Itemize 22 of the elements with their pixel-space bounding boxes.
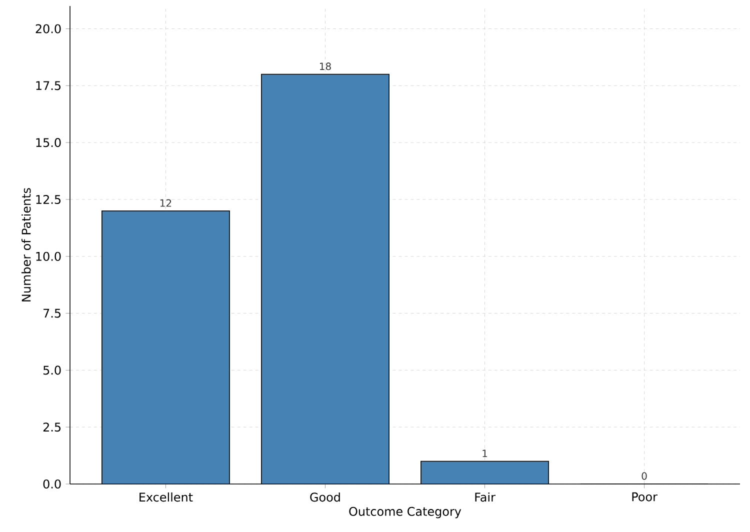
data-label: 18 bbox=[320, 62, 331, 70]
y-tick-label: 20.0 bbox=[36, 24, 61, 34]
y-tick-label: 7.5 bbox=[44, 308, 61, 318]
data-label: 0 bbox=[642, 472, 647, 480]
bar bbox=[420, 461, 549, 484]
bar bbox=[102, 210, 230, 484]
data-label: 12 bbox=[160, 199, 172, 207]
y-tick-label: 0.0 bbox=[43, 479, 61, 489]
y-tick-label: 5.0 bbox=[43, 366, 61, 375]
bar bbox=[261, 74, 390, 484]
y-tick-label: 17.5 bbox=[36, 81, 61, 90]
y-tick-label: 12.5 bbox=[36, 194, 61, 204]
y-tick-label: 15.0 bbox=[36, 138, 61, 148]
y-axis-title: Number of Patients bbox=[22, 188, 31, 302]
x-tick-label: Good bbox=[310, 492, 340, 502]
x-tick-label: Excellent bbox=[140, 492, 193, 502]
x-axis-title: Outcome Category bbox=[349, 506, 462, 518]
y-tick-label: 10.0 bbox=[36, 252, 61, 261]
data-label: 1 bbox=[482, 450, 488, 458]
x-tick-label: Poor bbox=[632, 492, 658, 502]
x-tick-label: Fair bbox=[475, 492, 496, 502]
y-tick-label: 2.5 bbox=[43, 422, 61, 432]
